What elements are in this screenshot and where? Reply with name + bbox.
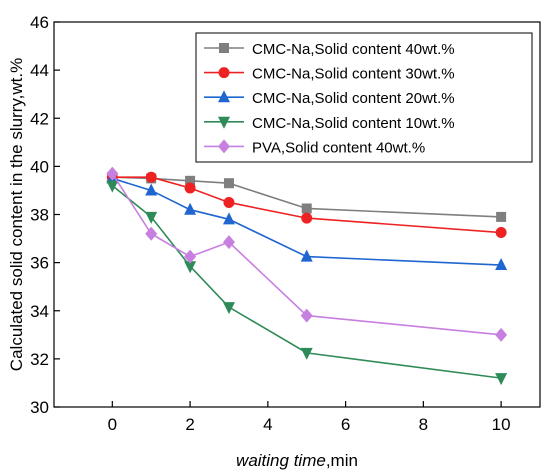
legend: CMC-Na,Solid content 40wt.% CMC-Na,Solid … — [195, 32, 533, 163]
data-point — [300, 308, 313, 323]
legend-label: CMC-Na,Solid content 30wt.% — [252, 66, 455, 83]
x-axis-label: waiting time,min — [236, 451, 358, 470]
series-line — [111, 185, 502, 379]
data-point — [106, 180, 119, 193]
legend-item: CMC-Na,Solid content 10wt.% — [204, 115, 455, 132]
legend-marker — [219, 43, 229, 53]
series-line — [112, 177, 502, 266]
data-point — [184, 182, 196, 194]
y-tick-label: 34 — [30, 302, 49, 321]
data-point — [222, 235, 235, 250]
data-point — [495, 327, 508, 342]
data-point — [496, 211, 507, 222]
x-axis-label-unit: ,min — [326, 451, 358, 470]
data-point — [184, 202, 197, 215]
legend-item: CMC-Na,Solid content 30wt.% — [204, 66, 455, 83]
legend-item: CMC-Na,Solid content 20wt.% — [204, 90, 455, 107]
y-tick-label: 44 — [30, 61, 49, 80]
series-line — [112, 176, 502, 218]
legend-label: CMC-Na,Solid content 20wt.% — [252, 90, 455, 107]
x-axis-label-italic: waiting time — [236, 451, 326, 470]
x-tick-label: 2 — [185, 415, 194, 434]
data-point — [106, 166, 119, 181]
y-tick-label: 40 — [30, 157, 49, 176]
data-point — [145, 226, 158, 241]
series-4 — [106, 180, 508, 386]
data-point — [300, 249, 313, 262]
y-tick-label: 36 — [30, 254, 49, 273]
data-point — [301, 212, 313, 224]
series-line — [112, 176, 502, 234]
y-tick-label: 38 — [30, 206, 49, 225]
y-tick-label: 42 — [30, 109, 49, 128]
legend-label: CMC-Na,Solid content 10wt.% — [252, 115, 455, 132]
data-point — [145, 183, 158, 196]
series-5 — [106, 166, 508, 342]
legend-label: CMC-Na,Solid content 40wt.% — [252, 41, 455, 58]
y-tick-label: 46 — [30, 13, 49, 32]
data-point — [495, 258, 508, 271]
data-point — [495, 227, 507, 239]
data-point — [223, 196, 235, 208]
data-point — [185, 175, 196, 186]
x-tick-label: 0 — [108, 415, 117, 434]
data-point — [184, 261, 197, 274]
series-line — [111, 173, 502, 336]
legend-marker — [218, 90, 230, 103]
x-tick-label: 6 — [341, 415, 350, 434]
y-tick-label: 32 — [30, 350, 49, 369]
data-point — [222, 302, 235, 315]
series-3 — [106, 171, 508, 271]
legend-marker — [218, 139, 230, 154]
y-axis-label: Calculated solid content in the slurry,w… — [7, 58, 26, 371]
legend-marker — [218, 67, 230, 79]
data-point — [495, 373, 508, 386]
data-point — [300, 347, 313, 360]
x-tick-label: 10 — [492, 415, 511, 434]
data-point — [223, 178, 234, 189]
series-lines — [106, 166, 508, 386]
data-point — [301, 203, 312, 214]
x-tick-label: 8 — [419, 415, 428, 434]
legend-box — [195, 32, 533, 163]
y-tick-label: 30 — [30, 398, 49, 417]
legend-marker — [218, 116, 230, 129]
x-tick-label: 4 — [263, 415, 272, 434]
legend-item: PVA,Solid content 40wt.% — [204, 139, 425, 156]
data-point — [184, 249, 197, 264]
legend-label: PVA,Solid content 40wt.% — [252, 139, 425, 156]
data-point — [145, 171, 157, 183]
data-point — [145, 211, 158, 224]
data-point — [222, 212, 235, 225]
legend-item: CMC-Na,Solid content 40wt.% — [204, 41, 455, 58]
